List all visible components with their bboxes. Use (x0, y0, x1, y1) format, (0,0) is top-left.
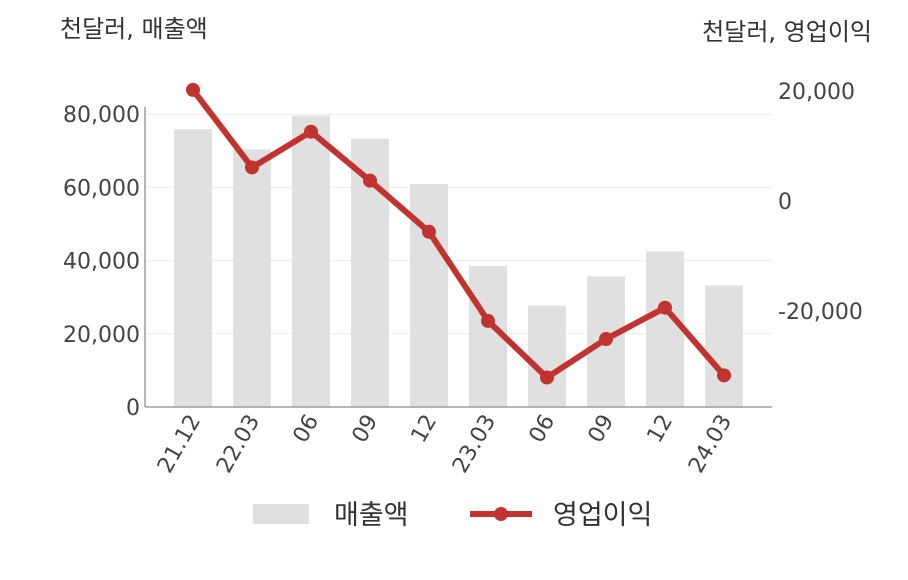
legend-profit-label: 영업이익 (553, 500, 652, 531)
operating-profit-point (363, 173, 377, 188)
left-tick-label: 80,000 (63, 103, 140, 128)
operating-profit-point (304, 124, 318, 139)
x-tick-label: 06 (289, 411, 325, 448)
operating-profit-point (245, 160, 259, 175)
right-tick-label: -20,000 (778, 300, 863, 325)
legend: 매출액 영업이익 (253, 500, 652, 531)
operating-profit-point (540, 370, 554, 385)
revenue-bar (292, 115, 330, 407)
operating-profit-point (599, 332, 613, 347)
x-tick-label: 09 (348, 411, 384, 448)
revenue-bar (528, 305, 566, 407)
operating-profit-point (658, 300, 672, 315)
x-tick-label: 22.03 (212, 411, 265, 478)
revenue-bar (646, 251, 684, 407)
legend-revenue-label: 매출액 (334, 500, 409, 531)
left-tick-label: 0 (126, 396, 140, 421)
left-tick-label: 20,000 (63, 323, 140, 348)
x-tick-label: 21.12 (153, 411, 206, 478)
x-tick-label: 23.03 (448, 411, 501, 478)
x-tick-label: 09 (584, 411, 620, 448)
left-tick-label: 60,000 (63, 176, 140, 201)
operating-profit-point (186, 82, 200, 97)
right-tick-label: 20,000 (778, 80, 855, 105)
legend-revenue-swatch (253, 504, 309, 524)
revenue-bars (174, 115, 743, 408)
left-axis-title: 천달러, 매출액 (60, 15, 208, 43)
x-tick-label: 06 (525, 411, 561, 448)
operating-profit-point (422, 224, 436, 239)
revenue-bar (174, 129, 212, 407)
x-axis-ticks: 21.12 22.03 06 09 12 23.03 06 09 12 24.03 (153, 411, 737, 478)
right-tick-label: 0 (778, 190, 792, 215)
x-tick-label: 12 (643, 411, 679, 448)
legend-profit-swatch-marker (494, 507, 508, 521)
revenue-bar (705, 285, 743, 407)
operating-profit-polyline (190, 86, 727, 381)
operating-profit-point (717, 368, 731, 383)
right-axis-ticks: 20,000 0 -20,000 (778, 80, 863, 325)
x-tick-label: 24.03 (684, 411, 737, 478)
axes (144, 107, 772, 408)
x-tick-label: 12 (407, 411, 443, 448)
operating-profit-point (481, 313, 495, 328)
operating-profit-line (186, 82, 731, 385)
left-axis-ticks: 0 20,000 40,000 60,000 80,000 (63, 103, 140, 421)
right-axis-title: 천달러, 영업이익 (702, 18, 872, 46)
revenue-bar (233, 149, 271, 407)
left-tick-label: 40,000 (63, 250, 140, 275)
